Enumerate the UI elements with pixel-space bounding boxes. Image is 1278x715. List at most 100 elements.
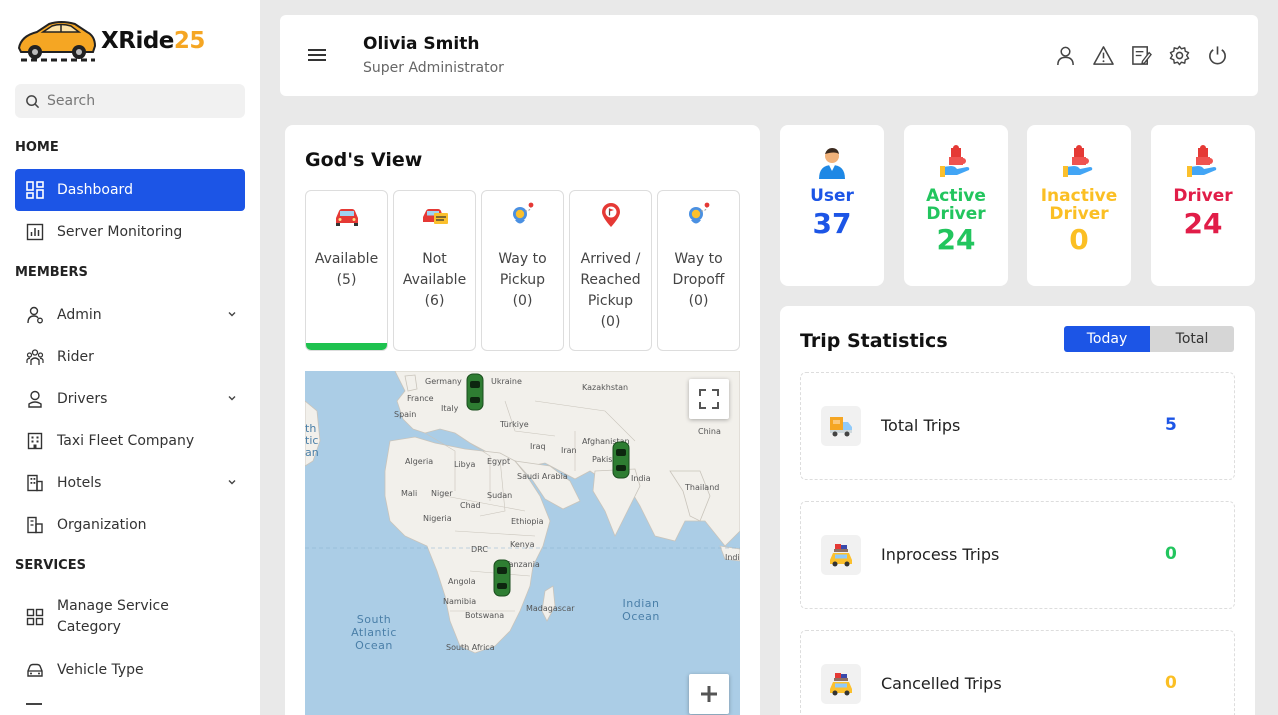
search-input[interactable] [47,93,237,109]
status-filter-not-available[interactable]: Not Available (6) [393,190,476,351]
status-filter-available[interactable]: Available (5) [305,190,388,351]
chevron-down-icon [228,312,236,317]
trip-row-cancelled[interactable]: Cancelled Trips 0 [800,630,1235,715]
chevron-down-icon [228,396,236,401]
pickup-route-icon [509,201,537,229]
trip-statistics-title: Trip Statistics [800,330,948,352]
map-label: Iraq [530,442,546,451]
status-selected-bar [306,343,387,350]
brand-number: 25 [173,28,206,54]
trip-row-label: Cancelled Trips [881,674,1002,693]
status-count: (6) [424,293,445,309]
available-car-icon [333,201,361,229]
brand-logo[interactable]: XRide25 [15,18,205,64]
sidebar-item-label: Organization [57,517,147,533]
sidebar-item-drivers[interactable]: Drivers [15,378,245,420]
trip-row-value: 0 [1165,673,1177,693]
dashboard-icon [25,180,45,200]
menu-toggle-icon[interactable] [307,45,327,65]
zoom-in-button[interactable] [689,674,729,714]
sidebar-item-server-monitoring[interactable]: Server Monitoring [15,211,245,253]
sidebar-item-dashboard[interactable]: Dashboard [15,169,245,211]
live-map[interactable]: Germany Ukraine Kazakhstan France Spain … [305,371,740,715]
stat-value: 0 [1069,223,1089,256]
stat-label: Driver [1173,186,1233,206]
tab-total[interactable]: Total [1150,326,1234,352]
map-label: Germany [425,377,462,386]
pin-flag-icon [597,201,625,229]
map-label: Ethiopia [511,517,544,526]
map-label: Chad [460,501,481,510]
map-label: Namibia [443,597,477,606]
fullscreen-button[interactable] [689,379,729,419]
status-label: Not Available [402,251,467,288]
car-logo-icon [17,21,97,62]
map-label: DRC [471,545,488,554]
trip-row-label: Inprocess Trips [881,545,1000,564]
vehicle-marker[interactable] [466,373,484,411]
trip-row-total[interactable]: Total Trips 5 [800,372,1235,480]
sidebar-item-label: Taxi Fleet Company [57,433,195,449]
map-label: Tanzania [505,560,540,569]
trip-row-value: 5 [1165,415,1177,435]
map-label: Indi [725,553,740,562]
map-label: Botswana [465,611,505,620]
tab-today[interactable]: Today [1064,326,1150,352]
power-icon[interactable] [1207,45,1228,66]
sidebar-item-hotels[interactable]: Hotels [15,462,245,504]
sidebar-item-admin[interactable]: Admin [15,294,245,336]
status-filter-way-to-dropoff[interactable]: Way to Dropoff (0) [657,190,740,351]
puzzle-hand-icon [939,145,973,179]
ocean-label: South Atlantic Ocean [351,613,397,652]
sidebar-item-label: Admin [57,307,102,323]
map-label: Kazakhstan [582,383,629,392]
vehicle-marker[interactable] [612,441,630,479]
sidebar-item-rider[interactable]: Rider [15,336,245,378]
vehicle-marker[interactable] [493,559,511,597]
profile-icon[interactable] [1055,45,1076,66]
settings-icon[interactable] [1169,45,1190,66]
alert-icon[interactable] [1093,45,1114,66]
search-box[interactable] [15,84,245,118]
users-icon [25,347,45,367]
sidebar-item-organization[interactable]: Organization [15,504,245,546]
map-label: Iran [561,446,577,455]
driver-icon [25,389,45,409]
sidebar-item-label: Drivers [57,391,108,407]
trip-statistics-panel: Trip Statistics Today Total Total Trips … [780,306,1255,715]
stat-label-line2: Driver [926,204,986,224]
stat-label: Inactive [1040,186,1118,206]
map-label: Kenya [510,540,535,549]
sidebar-item-vehicle-type[interactable]: Vehicle Type [15,649,245,691]
trip-row-inprocess[interactable]: Inprocess Trips 0 [800,501,1235,609]
stat-card-inactive-driver[interactable]: Inactive Driver 0 [1027,125,1131,286]
stat-card-user[interactable]: User 37 [780,125,884,286]
sidebar-item-label: Hotels [57,475,102,491]
map-label: Türkiye [500,420,529,429]
world-map-graphic [305,371,740,654]
sidebar-item-manage-service-category[interactable]: Manage Service Category [15,592,245,642]
status-label: Arrived / Reached Pickup [580,251,641,309]
status-label: Way to Dropoff [672,251,725,288]
top-header: Olivia Smith Super Administrator [280,15,1258,96]
status-filter-way-to-pickup[interactable]: Way to Pickup (0) [481,190,564,351]
stat-card-driver[interactable]: Driver 24 [1151,125,1255,286]
status-filter-arrived-pickup[interactable]: Arrived / Reached Pickup (0) [569,190,652,351]
sidebar-item-label: Server Monitoring [57,224,183,240]
fullscreen-icon [699,389,719,409]
map-label: India [631,474,651,483]
stat-card-active-driver[interactable]: Active Driver 24 [904,125,1008,286]
map-label: Italy [441,404,459,413]
status-label: Way to Pickup [498,251,547,288]
sidebar-item-taxi-fleet-company[interactable]: Taxi Fleet Company [15,420,245,462]
gods-view-panel: God's View Available (5) Not Available (… [285,125,760,715]
plus-icon [701,686,717,702]
edit-icon[interactable] [1131,45,1152,66]
section-home: HOME [15,140,59,155]
search-icon [26,94,40,108]
map-edge-label: th tic an [305,422,319,459]
stat-value: 24 [936,223,976,256]
user-name: Olivia Smith [363,34,480,54]
status-count: (5) [336,272,357,288]
map-label: Ukraine [491,377,522,386]
